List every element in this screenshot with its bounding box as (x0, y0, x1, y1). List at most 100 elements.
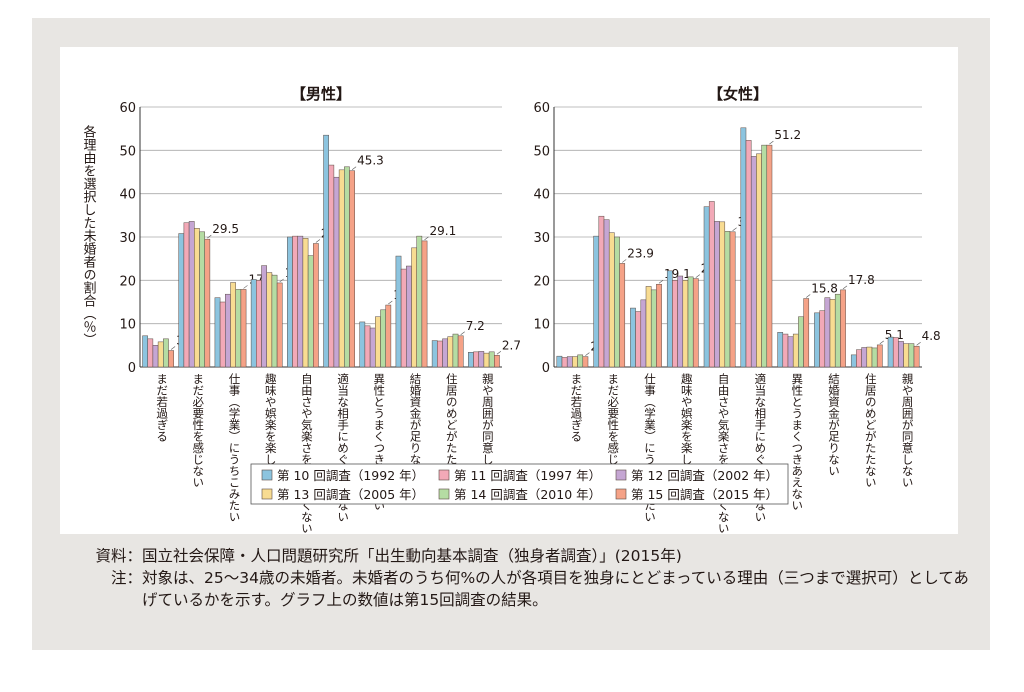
bar (297, 235, 304, 368)
bar (756, 153, 762, 368)
data-label: 29.1 (430, 224, 457, 238)
data-label-leader (424, 236, 429, 241)
x-category-label: 結婚資金が足りない (827, 372, 841, 476)
bar (566, 356, 573, 368)
bar (488, 351, 495, 368)
bar (887, 336, 894, 368)
bar (204, 238, 211, 368)
x-category-label: 異性とうまくつきあえない (790, 373, 804, 511)
data-label-leader (769, 140, 774, 145)
data-label-leader (695, 274, 700, 278)
y-tick-label: 40 (533, 188, 550, 203)
data-label: 45.3 (357, 154, 384, 168)
bar (913, 345, 920, 368)
bar (787, 336, 794, 368)
x-category-label: 自由さや気楽さを失いたくない (717, 373, 731, 534)
bar (235, 289, 242, 368)
y-tick-label: 50 (533, 144, 550, 159)
data-label-leader (585, 352, 590, 356)
bar (672, 280, 678, 368)
bar (714, 221, 720, 368)
source-label: 資料： (95, 547, 142, 565)
bar (344, 166, 350, 368)
legend-swatch (615, 469, 627, 481)
y-tick-label: 60 (119, 101, 136, 116)
bar (850, 354, 857, 368)
y-tick-label: 40 (119, 188, 136, 203)
x-category-label: まだ若過ぎる (155, 373, 169, 442)
bar (468, 352, 474, 368)
bar (364, 325, 371, 368)
bar (437, 340, 443, 368)
bar (903, 343, 910, 368)
bar (561, 357, 568, 368)
bar (614, 236, 620, 368)
x-category-label: 自由さや気楽さを失いたくない (300, 373, 314, 534)
chart-title: 【女性】 (708, 85, 768, 103)
data-label-leader (207, 234, 212, 239)
data-label-leader (732, 227, 737, 232)
y-tick-label: 10 (533, 318, 550, 333)
bar (666, 270, 673, 368)
bar (400, 268, 407, 368)
bar (183, 222, 190, 368)
bar (682, 280, 689, 368)
data-label: 2.7 (502, 338, 521, 352)
bar (349, 170, 355, 368)
legend-label: 第 13 回調査（2005 年） (277, 487, 424, 502)
x-category-label: 住居のめどがたたない (445, 372, 459, 488)
bar (219, 301, 226, 368)
x-category-label: 住居のめどがたたない (864, 372, 878, 488)
bar (572, 356, 578, 368)
y-tick-label: 30 (533, 231, 550, 246)
bar (593, 235, 600, 368)
bar (478, 351, 485, 368)
bar (276, 282, 283, 368)
bar (431, 340, 438, 368)
bar (385, 304, 392, 368)
x-category-label: まだ必要性を感じない (606, 373, 620, 488)
legend-swatch (261, 469, 273, 481)
bar (230, 282, 236, 368)
note-label: 注： (110, 569, 142, 587)
bar (640, 299, 647, 368)
legend-box (250, 463, 789, 505)
bar (287, 236, 293, 368)
bar (556, 355, 563, 368)
source-text: 国立社会保障・人口問題研究所「出生動向基本調査（独身者調査）」(2015年) (142, 547, 682, 565)
data-label-leader (315, 239, 321, 243)
bar (152, 345, 159, 368)
bar (703, 206, 710, 368)
data-label: 7.2 (466, 319, 485, 333)
bar (256, 280, 262, 368)
legend-label: 第 10 回調査（1992 年） (277, 468, 424, 483)
bar (395, 255, 402, 368)
bar (645, 286, 652, 368)
legend-swatch (438, 469, 450, 481)
bar (692, 278, 699, 368)
bar (745, 140, 752, 368)
bar (421, 240, 428, 368)
bar (729, 231, 736, 368)
bar (656, 283, 662, 368)
bar (323, 134, 329, 368)
bar (635, 311, 642, 368)
y-tick-label: 60 (533, 101, 550, 116)
bar (199, 231, 205, 368)
x-category-label: 親や周囲が同意しない (481, 373, 495, 488)
data-label-leader (879, 340, 884, 345)
y-tick-label: 0 (128, 361, 136, 376)
bar (271, 274, 278, 368)
bar (375, 316, 381, 368)
x-category-label: 結婚資金が足りない (409, 372, 423, 476)
data-label-leader (658, 279, 664, 284)
bar (724, 231, 731, 368)
bar (856, 349, 862, 368)
legend-label: 第 15 回調査（2015 年） (631, 487, 778, 502)
data-label-leader (351, 166, 357, 170)
bar (313, 243, 319, 368)
data-label-leader (279, 278, 284, 283)
y-tick-label: 10 (119, 318, 136, 333)
data-label: 15.8 (811, 282, 838, 296)
bar (333, 176, 340, 368)
